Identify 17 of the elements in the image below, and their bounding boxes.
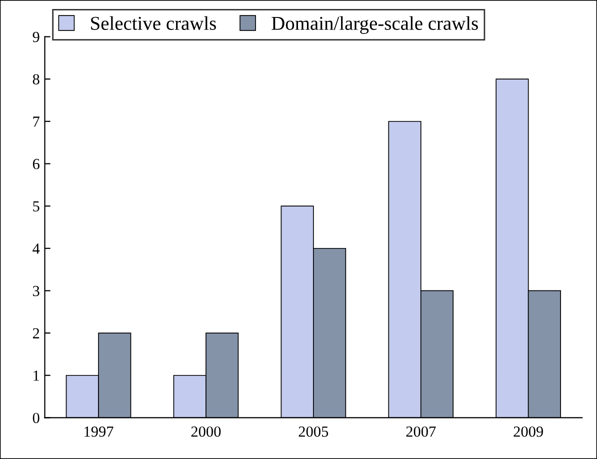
x-tick-label: 1997 — [84, 426, 114, 437]
y-tick-label: 3 — [33, 286, 40, 296]
y-tick-label: 1 — [34, 370, 39, 381]
x-tick-label: 2005 — [298, 426, 328, 437]
y-tick-label: 0 — [32, 412, 40, 424]
y-tick-label: 2 — [32, 328, 40, 338]
y-tick-label: 6 — [32, 158, 40, 170]
y-tick-label: 4 — [32, 244, 40, 254]
y-tick-label: 8 — [32, 74, 40, 84]
legend-label: Domain/large-scale crawls — [272, 16, 478, 34]
x-tick-label: 2000 — [191, 426, 221, 437]
y-tick-label: 9 — [32, 32, 40, 42]
y-tick-label: 5 — [33, 201, 40, 212]
x-tick-label: 2007 — [406, 426, 436, 437]
x-tick-label: 2009 — [514, 426, 543, 437]
y-tick-label: 7 — [33, 116, 40, 127]
legend-label: Selective crawls — [91, 16, 216, 30]
